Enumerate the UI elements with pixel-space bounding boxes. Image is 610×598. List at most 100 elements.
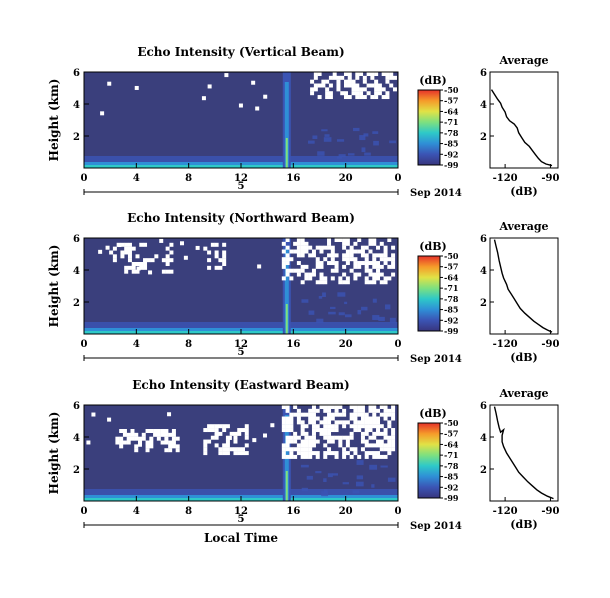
y-tick-label: 4 bbox=[73, 433, 80, 444]
colorbar-tick-label: -64 bbox=[444, 439, 459, 449]
missing-data-pixel bbox=[368, 428, 373, 433]
missing-data-pixel bbox=[391, 431, 396, 436]
missing-data-pixel bbox=[311, 405, 316, 409]
x-tick-label: 12 bbox=[234, 506, 248, 517]
missing-data-pixel bbox=[389, 72, 394, 76]
echo-patch bbox=[321, 491, 329, 497]
missing-data-pixel bbox=[126, 432, 131, 437]
missing-data-pixel bbox=[138, 436, 143, 441]
missing-data-pixel bbox=[124, 242, 129, 247]
missing-data-pixel bbox=[383, 454, 388, 459]
missing-data-pixel bbox=[311, 416, 316, 421]
missing-data-pixel bbox=[296, 447, 301, 452]
echo-patch bbox=[371, 484, 375, 488]
missing-data-pixel bbox=[357, 428, 362, 433]
missing-data-pixel bbox=[349, 253, 354, 258]
missing-data-pixel bbox=[349, 245, 354, 250]
missing-data-pixel bbox=[364, 416, 369, 421]
missing-data-pixel bbox=[334, 420, 339, 425]
colorbar-tick-label: -92 bbox=[444, 315, 458, 325]
missing-data-pixel bbox=[323, 408, 328, 413]
missing-data-pixel bbox=[214, 265, 219, 270]
missing-data-pixel bbox=[244, 435, 249, 440]
missing-data-pixel bbox=[119, 436, 124, 441]
missing-data-pixel bbox=[313, 75, 318, 80]
missing-data-pixel bbox=[391, 245, 396, 250]
x-tick-label: 20 bbox=[339, 173, 353, 184]
missing-data-pixel bbox=[308, 272, 313, 277]
missing-data-pixel bbox=[360, 245, 365, 250]
missing-data-pixel bbox=[327, 435, 332, 440]
missing-data-pixel bbox=[153, 429, 158, 433]
missing-data-pixel bbox=[332, 72, 337, 76]
missing-data-pixel bbox=[360, 405, 365, 409]
echo-patch bbox=[323, 489, 328, 494]
profile-x-axis-label: (dB) bbox=[510, 518, 537, 531]
missing-data-pixel bbox=[149, 444, 154, 449]
missing-data-pixel bbox=[300, 454, 305, 459]
missing-data-pixel bbox=[368, 451, 373, 456]
missing-data-pixel bbox=[218, 431, 223, 436]
missing-data-pixel bbox=[372, 424, 377, 429]
missing-data-pixel bbox=[362, 75, 367, 80]
missing-data-pixel bbox=[372, 257, 377, 262]
missing-data-pixel bbox=[120, 242, 125, 247]
missing-data-pixel bbox=[127, 254, 132, 259]
colorbar-tick-label: -57 bbox=[444, 429, 458, 439]
missing-data-pixel bbox=[214, 242, 219, 247]
missing-data-pixel bbox=[387, 276, 392, 281]
missing-data-pixel bbox=[171, 432, 176, 437]
missing-data-pixel bbox=[342, 408, 347, 413]
missing-data-pixel bbox=[364, 245, 369, 250]
missing-data-pixel bbox=[127, 246, 132, 251]
missing-data-pixel bbox=[334, 253, 339, 258]
missing-data-pixel bbox=[323, 428, 328, 433]
missing-data-pixel bbox=[383, 245, 388, 250]
missing-data-pixel bbox=[296, 408, 301, 413]
missing-data-pixel bbox=[225, 424, 230, 429]
missing-data-pixel bbox=[285, 257, 290, 262]
colorbar-tick-label: -57 bbox=[444, 96, 458, 106]
missing-data-pixel bbox=[391, 443, 396, 448]
echo-patch bbox=[317, 151, 325, 156]
missing-data-pixel bbox=[293, 241, 298, 246]
missing-data-pixel bbox=[195, 245, 200, 250]
missing-data-pixel bbox=[383, 447, 388, 452]
missing-data-pixel bbox=[372, 405, 377, 409]
missing-data-pixel bbox=[168, 432, 173, 437]
missing-data-pixel bbox=[161, 269, 166, 274]
colorbar-tick-label: -71 bbox=[444, 283, 458, 293]
missing-data-pixel bbox=[124, 246, 129, 251]
missing-data-pixel bbox=[244, 424, 249, 429]
missing-data-pixel bbox=[345, 435, 350, 440]
missing-data-pixel bbox=[360, 420, 365, 425]
missing-data-pixel bbox=[379, 447, 384, 452]
missing-data-pixel bbox=[237, 431, 242, 436]
missing-data-pixel bbox=[131, 262, 136, 266]
missing-data-pixel bbox=[293, 454, 298, 459]
missing-data-pixel bbox=[334, 454, 339, 459]
missing-data-pixel bbox=[368, 408, 373, 413]
missing-data-pixel bbox=[330, 245, 335, 250]
missing-data-pixel bbox=[300, 280, 305, 285]
missing-data-pixel bbox=[368, 280, 373, 285]
vertical-echo-plume-core bbox=[285, 138, 288, 168]
missing-data-pixel bbox=[387, 424, 392, 429]
profile-y-tick-label: 2 bbox=[480, 132, 487, 143]
average-profile: Average 6 4 2 -120 -90 (dB) bbox=[480, 387, 559, 531]
echo-patch bbox=[316, 318, 324, 323]
missing-data-pixel bbox=[351, 83, 356, 88]
missing-data-pixel bbox=[387, 451, 392, 456]
missing-data-pixel bbox=[154, 254, 159, 259]
missing-data-pixel bbox=[122, 429, 127, 433]
heatmap bbox=[83, 404, 399, 502]
missing-data-pixel bbox=[143, 242, 148, 247]
missing-data-pixel bbox=[300, 241, 305, 246]
missing-data-pixel bbox=[119, 429, 124, 433]
missing-data-pixel bbox=[342, 245, 347, 250]
missing-data-pixel bbox=[281, 276, 286, 281]
missing-data-pixel bbox=[334, 435, 339, 440]
missing-data-pixel bbox=[319, 431, 324, 436]
missing-data-pixel bbox=[342, 257, 347, 262]
missing-data-pixel bbox=[304, 454, 309, 459]
